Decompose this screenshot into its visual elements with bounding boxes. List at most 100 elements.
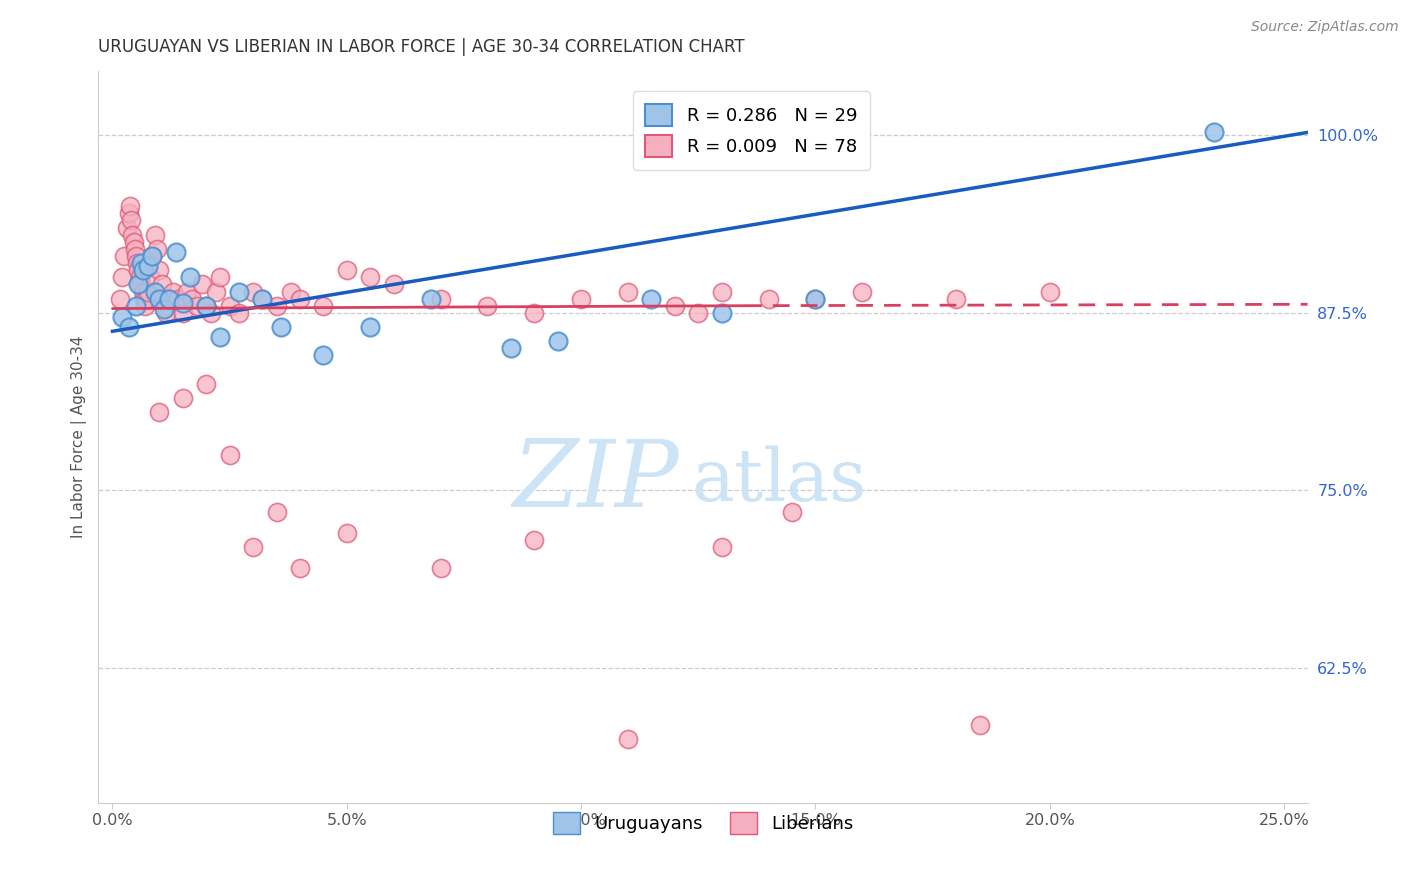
- Point: [136, 285, 159, 299]
- Point: [242, 540, 264, 554]
- Point: [288, 561, 311, 575]
- Point: [200, 306, 222, 320]
- Point: [128, 270, 150, 285]
- Point: [420, 292, 443, 306]
- Point: [851, 285, 873, 299]
- Point: [209, 270, 232, 285]
- Point: [664, 299, 686, 313]
- Y-axis label: In Labor Force | Age 30-34: In Labor Force | Age 30-34: [72, 335, 87, 539]
- Point: [804, 292, 827, 306]
- Point: [134, 299, 156, 313]
- Point: [143, 227, 166, 242]
- Point: [150, 277, 173, 292]
- Point: [429, 561, 451, 575]
- Point: [186, 299, 208, 313]
- Point: [172, 391, 194, 405]
- Point: [280, 285, 302, 299]
- Point: [148, 263, 170, 277]
- Point: [118, 320, 141, 334]
- Point: [111, 270, 134, 285]
- Point: [135, 292, 157, 306]
- Point: [359, 270, 381, 285]
- Point: [143, 285, 166, 299]
- Point: [165, 244, 187, 259]
- Point: [129, 277, 152, 292]
- Point: [252, 292, 274, 306]
- Text: ZIP: ZIP: [512, 436, 679, 526]
- Point: [190, 277, 212, 292]
- Point: [122, 235, 145, 249]
- Point: [124, 242, 146, 256]
- Point: [132, 263, 155, 277]
- Point: [569, 292, 592, 306]
- Point: [125, 299, 148, 313]
- Point: [266, 505, 288, 519]
- Point: [617, 731, 640, 746]
- Point: [204, 285, 226, 299]
- Point: [125, 249, 148, 263]
- Point: [640, 292, 662, 306]
- Point: [167, 292, 190, 306]
- Point: [336, 263, 359, 277]
- Point: [148, 292, 170, 306]
- Point: [228, 306, 250, 320]
- Point: [115, 220, 138, 235]
- Point: [136, 259, 159, 273]
- Point: [153, 301, 176, 316]
- Point: [270, 320, 292, 334]
- Point: [218, 299, 240, 313]
- Point: [710, 285, 733, 299]
- Point: [945, 292, 967, 306]
- Point: [523, 306, 546, 320]
- Point: [523, 533, 546, 547]
- Point: [179, 270, 201, 285]
- Point: [148, 405, 170, 419]
- Point: [172, 306, 194, 320]
- Point: [120, 199, 142, 213]
- Point: [176, 285, 198, 299]
- Point: [252, 292, 274, 306]
- Point: [111, 310, 134, 324]
- Point: [157, 292, 180, 306]
- Point: [141, 249, 163, 263]
- Point: [288, 292, 311, 306]
- Point: [547, 334, 569, 349]
- Point: [132, 285, 155, 299]
- Point: [195, 299, 218, 313]
- Point: [710, 306, 733, 320]
- Point: [1039, 285, 1062, 299]
- Point: [710, 540, 733, 554]
- Point: [195, 376, 218, 391]
- Point: [780, 505, 803, 519]
- Point: [209, 330, 232, 344]
- Point: [120, 213, 142, 227]
- Point: [125, 256, 148, 270]
- Point: [312, 299, 335, 313]
- Point: [127, 263, 149, 277]
- Point: [129, 256, 152, 270]
- Point: [195, 299, 218, 313]
- Point: [336, 525, 359, 540]
- Point: [477, 299, 499, 313]
- Point: [266, 299, 288, 313]
- Point: [804, 292, 827, 306]
- Point: [155, 306, 177, 320]
- Point: [108, 292, 131, 306]
- Point: [172, 296, 194, 310]
- Point: [127, 277, 149, 292]
- Point: [382, 277, 405, 292]
- Point: [359, 320, 381, 334]
- Text: URUGUAYAN VS LIBERIAN IN LABOR FORCE | AGE 30-34 CORRELATION CHART: URUGUAYAN VS LIBERIAN IN LABOR FORCE | A…: [98, 38, 745, 56]
- Legend: Uruguayans, Liberians: Uruguayans, Liberians: [546, 805, 860, 841]
- Point: [617, 285, 640, 299]
- Point: [118, 206, 141, 220]
- Point: [153, 299, 176, 313]
- Point: [1202, 125, 1225, 139]
- Point: [141, 249, 163, 263]
- Text: Source: ZipAtlas.com: Source: ZipAtlas.com: [1251, 20, 1399, 34]
- Point: [139, 270, 162, 285]
- Point: [218, 448, 240, 462]
- Point: [181, 292, 204, 306]
- Point: [312, 348, 335, 362]
- Point: [688, 306, 710, 320]
